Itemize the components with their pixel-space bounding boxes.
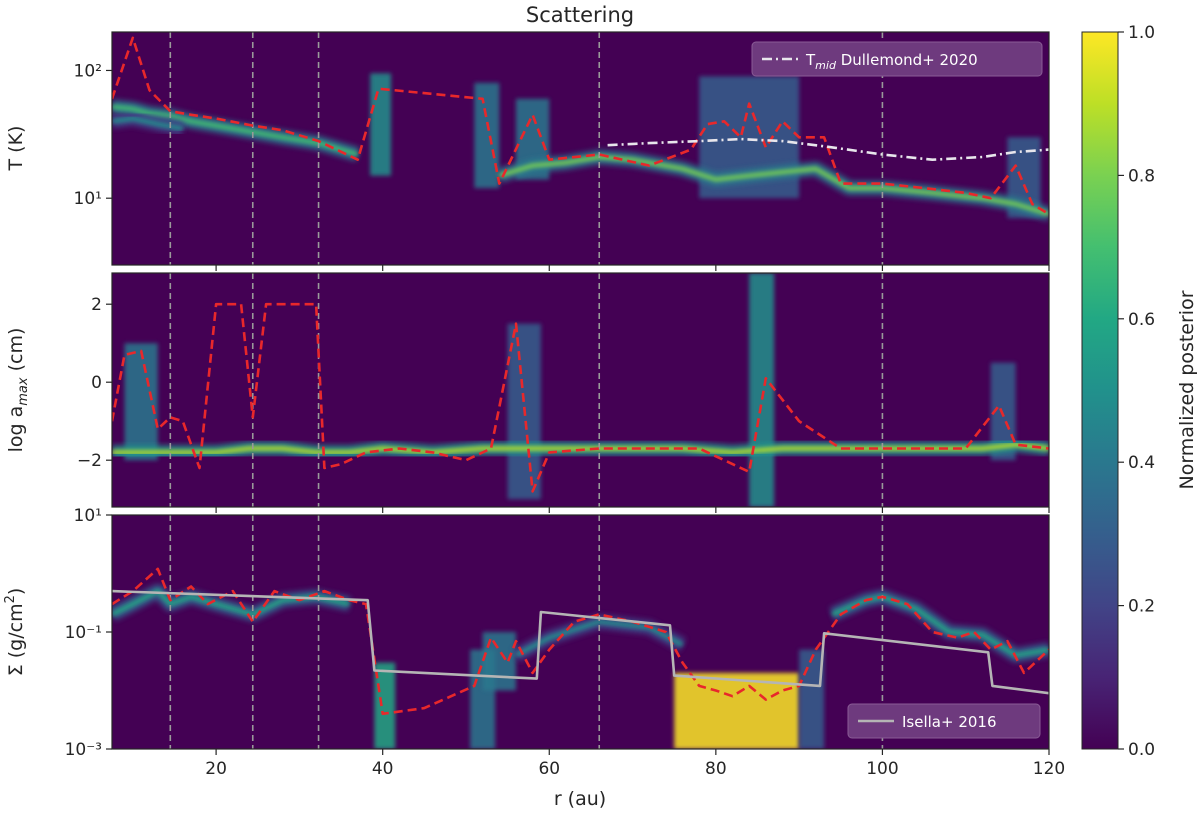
colorbar-tick-label: 0.8 bbox=[1128, 166, 1155, 186]
colorbar: 0.0 0.2 0.4 0.6 0.8 1.0 Normalized posterior bbox=[1081, 23, 1198, 760]
temperature-legend: Tmid Dullemond+ 2020 bbox=[751, 41, 1043, 77]
profile-line-1 bbox=[112, 36, 1049, 216]
y-tick-label: 10¹ bbox=[74, 189, 102, 209]
x-tick-label: 120 bbox=[1033, 759, 1065, 779]
temperature-posterior-heatmap bbox=[112, 73, 1049, 221]
temperature-profile-lines bbox=[112, 36, 1049, 216]
temperature-x-ticks bbox=[215, 265, 1050, 271]
posterior-ridge-3 bbox=[498, 155, 1049, 217]
legend-label-dullemond-text: Dullemond+ 2020 bbox=[836, 51, 978, 69]
grain-size-y-axis-label: log amax (cm) bbox=[5, 328, 31, 453]
grain-size-y-axis-label-main: log a bbox=[5, 406, 27, 453]
grain-size-y-ticks: −2 0 2 bbox=[77, 295, 112, 471]
posterior-column-1 bbox=[374, 662, 396, 749]
grain-size-profile-lines bbox=[112, 302, 1049, 493]
posterior-column-3 bbox=[749, 273, 775, 507]
x-axis-label: r (au) bbox=[554, 788, 606, 810]
figure-title: Scattering bbox=[526, 3, 634, 27]
profile-line-2 bbox=[112, 302, 1049, 493]
y-tick-label: 10⁻³ bbox=[65, 740, 102, 760]
y-tick-label: 2 bbox=[91, 295, 102, 315]
x-tick-label: 60 bbox=[538, 759, 560, 779]
panel-frame bbox=[111, 272, 1050, 508]
surface-density-profile-lines bbox=[112, 567, 1049, 716]
posterior-ridge-1 bbox=[112, 104, 359, 157]
series-t-mid-dullemond-2020-1 bbox=[607, 137, 1049, 161]
grain-size-y-axis-label-subscript: max bbox=[16, 377, 31, 406]
grain-size-y-axis-label-units: (cm) bbox=[5, 328, 27, 378]
surface-density-legend: Isella+ 2016 bbox=[847, 703, 1041, 739]
y-tick-label: 0 bbox=[91, 373, 102, 393]
surface-density-y-ticks: 10⁻³ 10⁻¹ 10¹ bbox=[65, 506, 112, 760]
panel-frame bbox=[111, 514, 1050, 750]
legend-label-dullemond: Tmid Dullemond+ 2020 bbox=[805, 51, 978, 72]
colorbar-tick-label: 1.0 bbox=[1128, 23, 1155, 43]
surface-density-panel: 10⁻³ 10⁻¹ 10¹ 20 40 60 80 100 120 Σ (g/cm2) Ise… bbox=[3, 506, 1065, 779]
grain-size-panel: −2 0 2 log amax (cm) bbox=[5, 272, 1050, 513]
y-tick-label: 10⁻¹ bbox=[65, 623, 102, 643]
colorbar-gradient bbox=[1081, 31, 1119, 750]
temperature-y-ticks: 10¹ 10² bbox=[74, 61, 112, 209]
x-tick-label: 100 bbox=[866, 759, 898, 779]
panel-frame bbox=[111, 31, 1050, 266]
y-tick-label: 10² bbox=[74, 61, 102, 81]
legend-label-dullemond-subscript: mid bbox=[815, 59, 837, 72]
posterior-column-5 bbox=[799, 649, 825, 749]
temperature-legend-box bbox=[751, 41, 1043, 77]
posterior-column-1 bbox=[124, 343, 158, 461]
posterior-column-2 bbox=[474, 82, 500, 189]
posterior-column-4 bbox=[674, 672, 800, 749]
posterior-column-3 bbox=[482, 632, 516, 691]
temperature-y-axis-label: T (K) bbox=[5, 126, 27, 172]
surface-density-y-axis-label: Σ (g/cm2) bbox=[3, 588, 27, 677]
x-tick-label: 20 bbox=[205, 759, 227, 779]
surface-density-legend-box bbox=[847, 703, 1041, 739]
x-tick-label: 40 bbox=[372, 759, 394, 779]
grain-size-x-ticks bbox=[215, 507, 1050, 513]
profile-line-3 bbox=[112, 567, 1049, 716]
temperature-ring-gap-lines bbox=[169, 32, 884, 265]
series-isella-2016-3 bbox=[112, 589, 1049, 695]
colorbar-tick-label: 0.6 bbox=[1128, 310, 1155, 330]
surface-density-y-axis-label-main: Σ (g/cm bbox=[5, 603, 27, 676]
surface-density-y-axis-label-end: ) bbox=[5, 588, 27, 595]
grain-size-ring-gap-lines bbox=[169, 273, 884, 507]
surface-density-x-ticks: 20 40 60 80 100 120 bbox=[205, 749, 1065, 779]
colorbar-tick-label: 0.4 bbox=[1128, 453, 1155, 473]
x-tick-label: 80 bbox=[705, 759, 727, 779]
colorbar-ticks: 0.0 0.2 0.4 0.6 0.8 1.0 bbox=[1118, 23, 1155, 760]
colorbar-tick-label: 0.0 bbox=[1128, 740, 1155, 760]
y-tick-label: −2 bbox=[77, 451, 102, 471]
temperature-panel: 10¹ 10² T (K) Tmid Dullemond+ 2020 bbox=[5, 31, 1050, 271]
legend-label-dullemond-symbol: T bbox=[805, 51, 816, 69]
colorbar-label: Normalized posterior bbox=[1176, 290, 1198, 489]
surface-density-y-axis-label-superscript: 2 bbox=[3, 595, 18, 603]
y-tick-label: 10¹ bbox=[74, 506, 102, 526]
colorbar-tick-label: 0.2 bbox=[1128, 597, 1155, 617]
legend-label-isella: Isella+ 2016 bbox=[902, 713, 997, 731]
grain-size-plot-area bbox=[112, 273, 1049, 507]
